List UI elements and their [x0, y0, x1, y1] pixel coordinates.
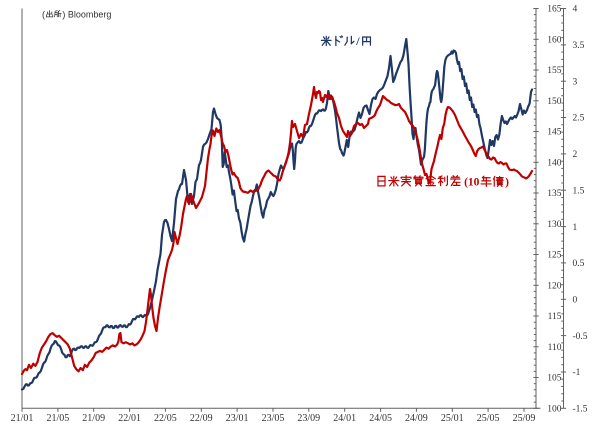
svg-text:1: 1	[573, 223, 578, 233]
svg-text:(10: (10	[464, 177, 480, 189]
svg-text:21/01: 21/01	[11, 413, 34, 424]
svg-text:4: 4	[573, 5, 578, 15]
svg-text:-0.5: -0.5	[573, 332, 588, 342]
svg-text:3.5: 3.5	[573, 41, 585, 51]
svg-text:2.5: 2.5	[573, 114, 585, 124]
svg-text:) Bloomberg: ) Bloomberg	[62, 10, 111, 20]
svg-text:): )	[505, 177, 509, 189]
svg-text:25/09: 25/09	[513, 413, 536, 424]
svg-text:25/05: 25/05	[477, 413, 500, 424]
svg-text:145: 145	[547, 128, 562, 138]
svg-text:/: /	[355, 34, 360, 48]
svg-text:130: 130	[547, 220, 562, 230]
svg-text:23/09: 23/09	[297, 413, 320, 424]
svg-text:25/01: 25/01	[441, 413, 464, 424]
svg-text:135: 135	[547, 189, 562, 199]
svg-text:150: 150	[547, 97, 562, 107]
svg-text:0: 0	[573, 296, 578, 306]
svg-text:155: 155	[547, 66, 562, 76]
svg-text:165: 165	[547, 5, 562, 15]
svg-text:23/05: 23/05	[262, 413, 285, 424]
svg-text:100: 100	[547, 405, 562, 415]
svg-text:21/09: 21/09	[82, 413, 105, 424]
svg-text:24/09: 24/09	[405, 413, 428, 424]
svg-text:2: 2	[573, 150, 578, 160]
svg-text:24/05: 24/05	[369, 413, 392, 424]
svg-text:(: (	[42, 10, 45, 20]
svg-text:125: 125	[547, 251, 562, 261]
svg-text:22/09: 22/09	[190, 413, 213, 424]
svg-text:110: 110	[548, 343, 562, 353]
svg-text:105: 105	[547, 374, 562, 384]
svg-text:115: 115	[548, 312, 562, 322]
svg-text:24/01: 24/01	[333, 413, 356, 424]
svg-text:120: 120	[547, 282, 562, 292]
svg-text:22/05: 22/05	[154, 413, 177, 424]
svg-text:0.5: 0.5	[573, 259, 585, 269]
svg-text:3: 3	[573, 77, 578, 87]
svg-text:1.5: 1.5	[573, 186, 585, 196]
svg-text:23/01: 23/01	[226, 413, 249, 424]
svg-text:140: 140	[547, 159, 562, 169]
svg-text:21/05: 21/05	[47, 413, 70, 424]
svg-text:-1: -1	[573, 368, 581, 378]
svg-text:22/01: 22/01	[118, 413, 141, 424]
svg-text:160: 160	[547, 36, 562, 46]
svg-text:-1.5: -1.5	[573, 405, 588, 415]
